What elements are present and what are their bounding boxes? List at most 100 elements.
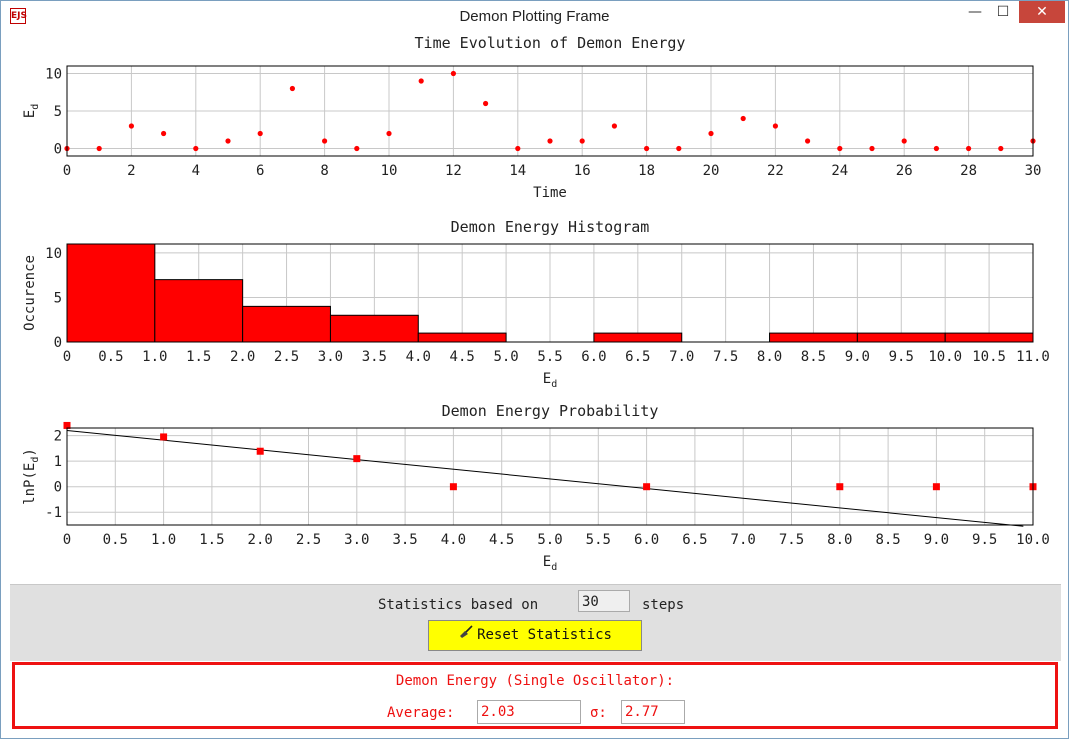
histogram-bar [593,332,683,343]
steps-field[interactable]: 30 [578,590,630,612]
data-point [161,130,167,137]
y-tick-label: 0 [54,142,62,158]
x-tick-label: 10.5 [972,349,1006,365]
maximize-button[interactable]: ☐ [996,4,1010,20]
x-tick-label: 1.0 [142,349,167,365]
x-tick-label: 9.0 [845,349,870,365]
x-tick-label: 9.0 [924,532,949,548]
java-app-icon[interactable]: EJS [10,8,27,24]
histogram-bar [329,314,419,343]
histogram-chart: Demon Energy Histogram 0 0.5 1.0 1.5 2.0 2.5 3.… [22,218,1050,390]
x-tick-label: 0.5 [98,349,123,365]
data-point [193,145,199,152]
y-tick-label: 0 [54,335,62,351]
data-point [676,145,682,152]
data-point [836,483,844,491]
data-point [450,70,456,77]
y-tick-label: 0 [54,480,62,496]
x-tick-label: 20 [703,163,720,179]
x-tick-label: 2.5 [296,532,321,548]
x-tick-label: 1.5 [186,349,211,365]
data-point [708,130,714,137]
data-point [256,447,264,455]
x-tick-label: 1.5 [199,532,224,548]
fit-line [66,430,1024,527]
data-point [354,145,360,152]
x-axis-label: Ed [543,371,557,390]
title-bar[interactable]: EJS Demon Plotting Frame — ☐ ✕ [1,1,1068,31]
x-tick-label: 3.0 [318,349,343,365]
x-tick-label: 16 [574,163,591,179]
histogram-bar [944,332,1034,343]
x-tick-label: 14 [509,163,526,179]
x-tick-label: 26 [896,163,913,179]
x-tick-label: 8.0 [757,349,782,365]
histogram-bar [154,279,244,343]
x-tick-label: 6.5 [682,532,707,548]
x-tick-label: 4.0 [406,349,431,365]
y-axis-label: lnP(Ed) [22,448,41,505]
x-tick-label: 8.5 [801,349,826,365]
data-point [643,483,651,491]
reset-statistics-button[interactable]: Reset Statistics [428,620,642,651]
x-tick-label: 4.5 [489,532,514,548]
x-tick-label: 5.5 [586,532,611,548]
minimize-button[interactable]: — [968,4,982,20]
x-tick-label: 7.5 [713,349,738,365]
plot-panel: Time Evolution of Demon Energy 0 2 4 6 8 10 12 1… [10,31,1061,584]
steps-label: steps [642,597,685,613]
plot-frame [66,427,1034,526]
x-tick-label: 7.5 [779,532,804,548]
x-tick-label: 5.5 [537,349,562,365]
plot-frame [66,65,1034,157]
y-axis-label: Ed [22,104,41,118]
histogram-bar [769,332,858,343]
data-point [128,123,134,129]
data-point [386,130,392,137]
x-tick-label: 28 [960,163,977,179]
data-point [611,123,618,129]
data-point [63,421,71,429]
data-point [837,145,843,152]
y-tick-label: 10 [45,67,62,83]
x-tick-label: 8.5 [875,532,900,548]
x-tick-label: 6.0 [581,349,606,365]
sigma-field[interactable]: 2.77 [621,700,685,724]
histogram-bar [66,243,156,343]
x-tick-label: 3.0 [344,532,369,548]
data-point [322,138,328,144]
x-tick-label: 5.0 [493,349,518,365]
x-tick-label: 22 [767,163,784,179]
histogram-bar [242,305,331,343]
data-point [289,85,295,92]
x-tick-label: 10 [381,163,398,179]
x-tick-label: 0 [63,163,71,179]
x-tick-label: 0 [63,349,71,365]
statistics-label: Statistics based on [378,597,539,613]
results-title: Demon Energy (Single Oscillator): [395,673,675,689]
x-tick-label: 6.5 [625,349,650,365]
x-tick-label: 10.0 [1016,532,1050,548]
x-tick-label: 1.0 [151,532,176,548]
x-axis-label: Ed [543,554,557,573]
results-panel: Demon Energy (Single Oscillator): Averag… [12,662,1058,729]
data-point [933,145,940,152]
data-point [547,138,553,144]
chart-title: Demon Energy Probability [442,402,659,420]
histogram-bar [856,332,946,343]
x-tick-label: 9.5 [889,349,914,365]
x-tick-label: 10.0 [928,349,962,365]
data-point [483,100,489,107]
x-tick-label: 9.5 [972,532,997,548]
average-field[interactable]: 2.03 [477,700,581,724]
x-tick-label: 2.0 [248,532,273,548]
data-point [901,138,907,144]
data-point [644,145,650,152]
data-point [579,138,585,144]
data-point [96,145,102,152]
x-tick-label: 3.5 [392,532,417,548]
close-button[interactable]: ✕ [1019,1,1065,23]
